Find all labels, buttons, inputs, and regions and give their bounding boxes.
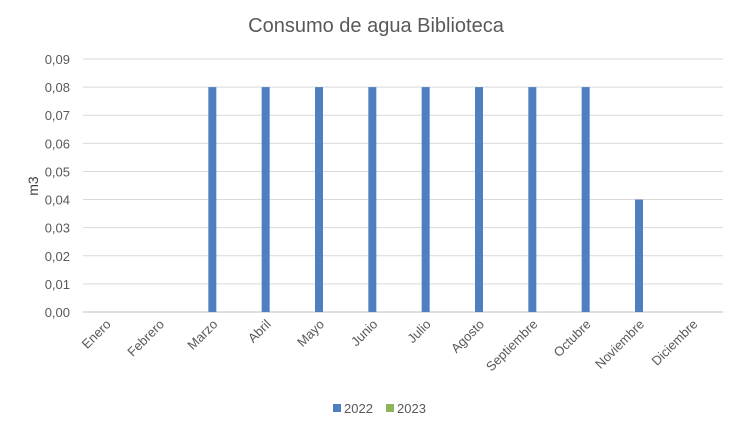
x-axis-ticks: Enero Febrero Marzo Abril Mayo Junio Julio Agos… (79, 316, 701, 374)
bar-2022-Octubre (581, 87, 590, 312)
grid-lines (83, 58, 723, 313)
x-tick-label: Enero (79, 317, 114, 352)
y-tick-label: 0,05 (45, 164, 70, 179)
x-tick-label: Marzo (184, 317, 220, 353)
legend-swatch-2023 (386, 404, 394, 412)
x-tick-label: Abril (245, 316, 274, 345)
y-axis-ticks: 0,00 0,01 0,02 0,03 0,04 0,05 0,06 0,07 0,08 0,09 (45, 52, 70, 320)
x-tick-label: Febrero (124, 317, 167, 360)
bar-2022-Mayo (315, 87, 323, 312)
y-tick-label: 0,06 (45, 136, 70, 151)
y-axis-label: m3 (25, 176, 41, 196)
bar-2022-Junio (368, 87, 377, 312)
bar-2022-Noviembre (635, 199, 643, 312)
y-tick-label: 0,07 (45, 108, 70, 123)
y-tick-label: 0,01 (45, 277, 70, 292)
x-tick-label: Noviembre (592, 317, 647, 372)
bar-2022-Julio (421, 87, 430, 312)
y-tick-label: 0,08 (45, 80, 70, 95)
bar-2022-Septiembre (528, 87, 537, 312)
y-tick-label: 0,04 (45, 193, 70, 208)
y-tick-label: 0,00 (45, 305, 70, 320)
x-tick-label: Octubre (550, 317, 593, 360)
x-tick-label: Diciembre (648, 317, 700, 369)
chart-title: Consumo de agua Biblioteca (248, 15, 505, 37)
x-tick-label: Septiembre (483, 317, 541, 375)
x-tick-label: Mayo (294, 317, 327, 350)
y-tick-label: 0,03 (45, 221, 70, 236)
bar-2022-Agosto (475, 87, 483, 312)
y-tick-label: 0,02 (45, 249, 70, 264)
legend-label-2023: 2023 (397, 401, 426, 416)
x-tick-label: Agosto (448, 317, 487, 356)
bar-2022-Abril (261, 87, 270, 312)
bar-2022-Marzo (208, 87, 217, 312)
legend-swatch-2022 (333, 404, 341, 412)
x-tick-label: Julio (404, 317, 434, 347)
x-tick-label: Junio (348, 317, 381, 350)
legend: 2022 2023 (333, 401, 426, 416)
y-tick-label: 0,09 (45, 52, 70, 67)
legend-label-2022: 2022 (344, 401, 373, 416)
bars (208, 87, 643, 312)
